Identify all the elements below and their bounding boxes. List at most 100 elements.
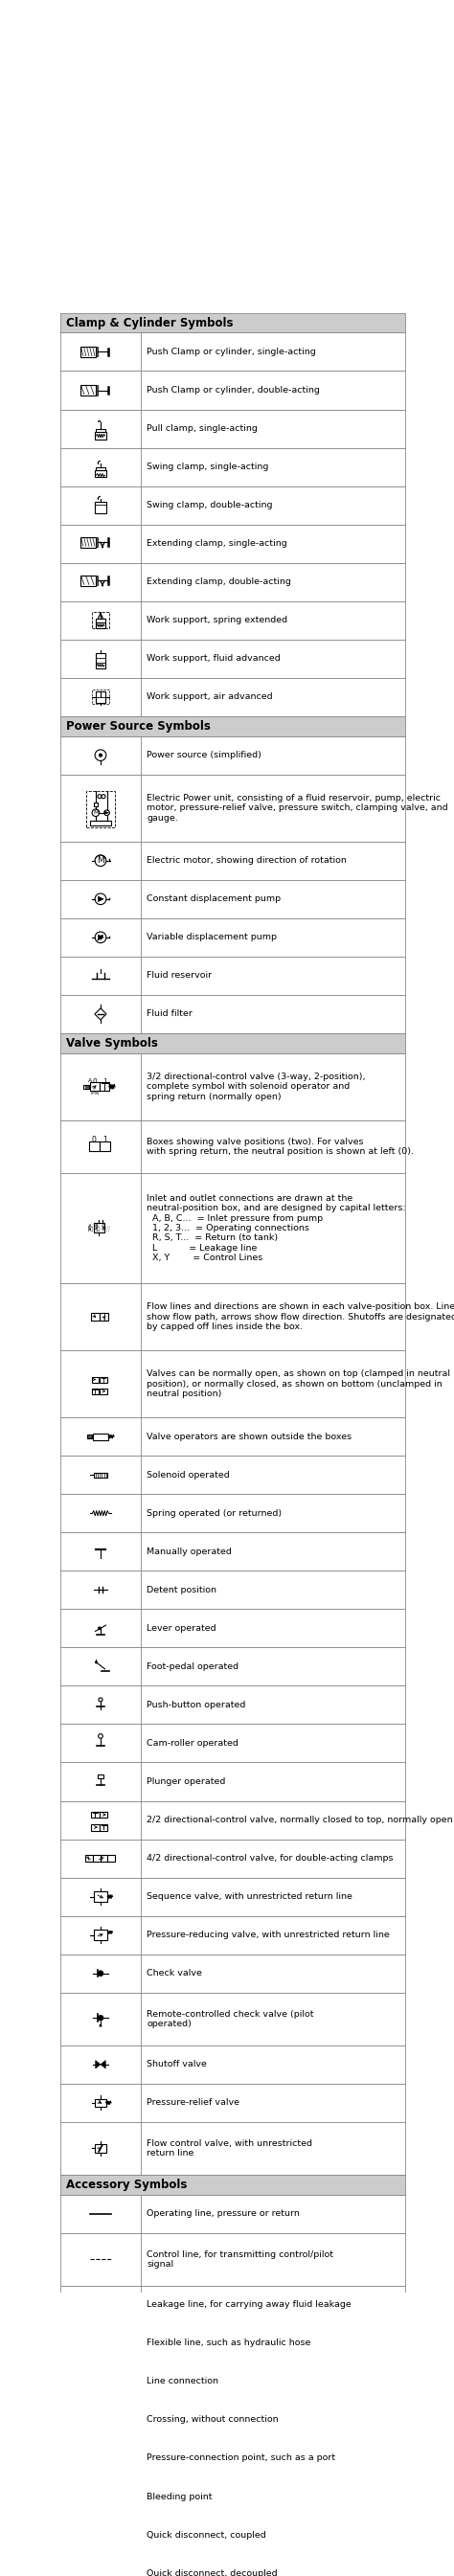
Bar [90, 1082, 99, 1092]
Text: Pressure-reducing valve, with unrestricted return line: Pressure-reducing valve, with unrestrict… [147, 1929, 390, 1940]
Bar [96, 538, 98, 546]
Polygon shape [100, 2061, 106, 2069]
Polygon shape [95, 1007, 106, 1020]
Text: Quick disconnect, coupled: Quick disconnect, coupled [147, 2530, 266, 2540]
Bar [60, 2324, 405, 2362]
Polygon shape [95, 2061, 100, 2069]
Bar [60, 1723, 405, 1762]
Bar [96, 654, 105, 667]
Bar [60, 600, 405, 639]
Circle shape [95, 894, 106, 904]
Bar [95, 502, 106, 513]
Circle shape [98, 2014, 103, 2020]
Text: Electric motor, showing direction of rotation: Electric motor, showing direction of rot… [147, 855, 347, 866]
Text: Sequence valve, with unrestricted return line: Sequence valve, with unrestricted return… [147, 1893, 352, 1901]
Text: Quick disconnect, decoupled: Quick disconnect, decoupled [147, 2568, 277, 2576]
Text: Valve Symbols: Valve Symbols [66, 1038, 158, 1048]
Text: 1: 1 [103, 1136, 108, 1144]
Text: Cam-roller operated: Cam-roller operated [147, 1739, 238, 1747]
Text: Remote-controlled check valve (pilot
operated): Remote-controlled check valve (pilot ope… [147, 2009, 314, 2027]
Bar [96, 690, 105, 703]
Bar [60, 487, 405, 526]
Circle shape [96, 2532, 100, 2537]
Circle shape [99, 2494, 102, 2499]
Bar [60, 526, 405, 562]
Bar [60, 881, 405, 917]
Text: 3/2 directional-control valve (3-way, 2-position),
complete symbol with solenoid: 3/2 directional-control valve (3-way, 2-… [147, 1072, 365, 1100]
Bar [60, 1054, 405, 1121]
Bar [95, 433, 106, 438]
Bar [60, 716, 405, 737]
Bar [100, 1141, 110, 1151]
Bar [94, 1473, 108, 1479]
Text: Extending clamp, single-acting: Extending clamp, single-acting [147, 538, 287, 549]
Text: R: R [94, 1090, 98, 1095]
Bar [60, 1571, 405, 1610]
Text: 0: 0 [92, 1136, 96, 1144]
Text: Pressure-connection point, such as a port: Pressure-connection point, such as a por… [147, 2455, 336, 2463]
Bar [95, 2143, 106, 2154]
Text: Power Source Symbols: Power Source Symbols [66, 719, 211, 732]
Bar [94, 804, 98, 806]
Bar [60, 2285, 405, 2324]
Bar [60, 332, 405, 371]
Bar [60, 2401, 405, 2439]
Text: M: M [93, 811, 99, 814]
Text: Pressure-relief valve: Pressure-relief valve [147, 2099, 239, 2107]
Text: R, S, T...: R, S, T... [89, 1229, 110, 1231]
Bar [80, 384, 96, 397]
Bar [89, 1141, 99, 1151]
Text: Spring operated (or returned): Spring operated (or returned) [147, 1510, 282, 1517]
Bar [60, 2174, 405, 2195]
Text: A, B, C...: A, B, C... [88, 1224, 110, 1229]
Text: Foot-pedal operated: Foot-pedal operated [147, 1662, 239, 1672]
Bar [86, 791, 115, 827]
Bar [60, 2439, 405, 2478]
Bar [60, 1801, 405, 1839]
Text: Detent position: Detent position [147, 1587, 217, 1595]
Text: Work support, air advanced: Work support, air advanced [147, 693, 273, 701]
Bar [60, 1033, 405, 1054]
Bar [60, 2195, 405, 2233]
Bar [99, 1376, 107, 1383]
Text: M: M [97, 855, 104, 866]
Bar [91, 1314, 99, 1321]
Bar [60, 994, 405, 1033]
Text: Push-button operated: Push-button operated [147, 1700, 246, 1710]
Bar [60, 737, 405, 775]
Text: Crossing, without connection: Crossing, without connection [147, 2416, 278, 2424]
Bar [108, 1855, 115, 1862]
Circle shape [92, 809, 99, 817]
Bar [60, 410, 405, 448]
Text: Control line, for transmitting control/pilot
signal: Control line, for transmitting control/p… [147, 2249, 333, 2269]
Text: Valves can be normally open, as shown on top (clamped in neutral
position), or n: Valves can be normally open, as shown on… [147, 1370, 450, 1399]
Bar [100, 1314, 109, 1321]
Bar [60, 2553, 405, 2576]
Circle shape [99, 1698, 103, 1703]
Circle shape [95, 750, 106, 760]
Text: Operating line, pressure or return: Operating line, pressure or return [147, 2210, 300, 2218]
Bar [94, 1929, 108, 1940]
Bar [60, 1350, 405, 1417]
Bar [60, 1172, 405, 1283]
Text: Leakage line, for carrying away fluid leakage: Leakage line, for carrying away fluid le… [147, 2300, 351, 2308]
Bar [96, 348, 98, 355]
Circle shape [99, 1734, 103, 1739]
Bar [60, 1878, 405, 1917]
Bar [85, 1855, 93, 1862]
Bar [60, 562, 405, 600]
Bar [60, 2123, 405, 2174]
Bar [95, 469, 106, 477]
Text: Push Clamp or cylinder, double-acting: Push Clamp or cylinder, double-acting [147, 386, 320, 394]
Bar [100, 1855, 108, 1862]
Bar [60, 775, 405, 842]
Bar [60, 2517, 405, 2553]
Bar [60, 1649, 405, 1685]
Text: 1: 1 [102, 1077, 107, 1084]
Text: Variable displacement pump: Variable displacement pump [147, 933, 277, 943]
Bar [93, 1855, 100, 1862]
Bar [60, 1839, 405, 1878]
Circle shape [98, 793, 102, 799]
Bar [92, 1376, 99, 1383]
Bar [96, 466, 105, 469]
